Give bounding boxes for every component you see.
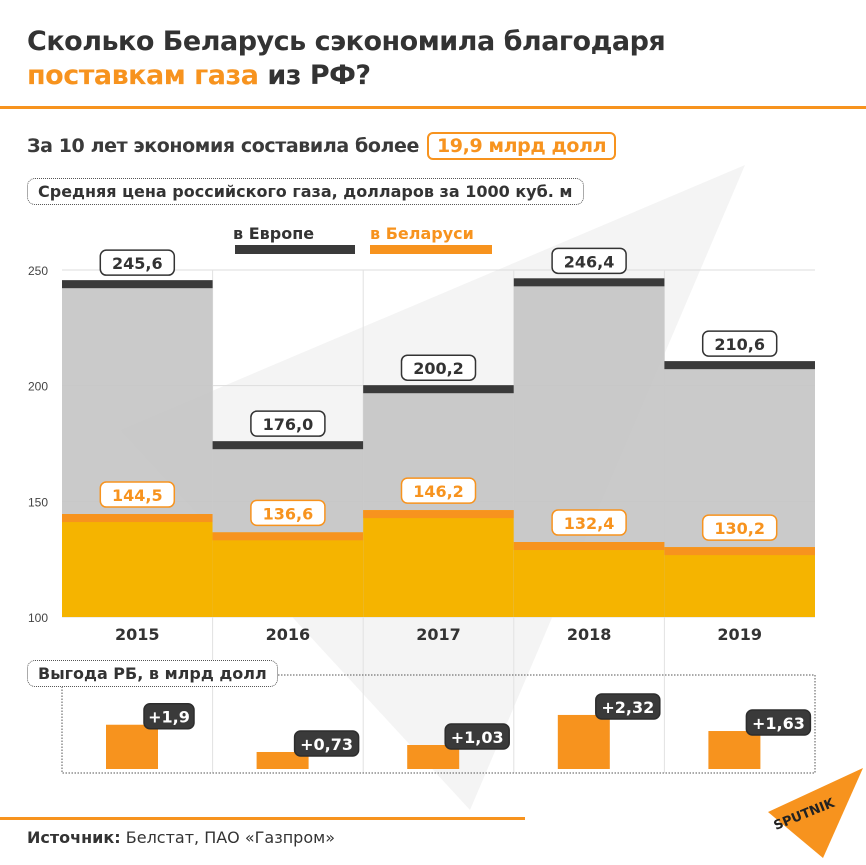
- y-tick-label: 100: [28, 611, 48, 625]
- europe-value-label: 176,0: [263, 415, 314, 434]
- belarus-bar-top: [62, 514, 213, 523]
- x-tick-label: 2015: [115, 625, 160, 644]
- benefit-value-label: +2,32: [601, 698, 654, 717]
- benefit-value-label: +1,03: [451, 728, 504, 747]
- europe-value-label-box: [250, 410, 326, 437]
- belarus-bar: [513, 542, 665, 617]
- subtitle-text: За 10 лет экономия составила более: [27, 135, 419, 157]
- benefit-value-label-box: [745, 709, 812, 736]
- belarus-value-label: 130,2: [714, 519, 765, 538]
- belarus-value-label: 132,4: [564, 514, 615, 533]
- benefit-value-label: +1,63: [752, 714, 805, 733]
- source-label: Источник:: [27, 828, 121, 847]
- benefit-value-label-box: [293, 730, 360, 757]
- benefit-bar: [708, 731, 761, 769]
- title-line1: Сколько Беларусь сэкономила благодаря: [27, 26, 666, 57]
- belarus-value-label-box: [99, 481, 176, 508]
- legend-europe-swatch: [235, 245, 355, 254]
- europe-value-label-box: [99, 249, 176, 276]
- benefit-value-label: +1,9: [148, 708, 190, 727]
- legend-belarus-label: в Беларуси: [370, 224, 474, 243]
- europe-value-label-box: [551, 247, 627, 275]
- belarus-bar: [212, 532, 364, 617]
- x-tick-label: 2019: [717, 625, 762, 644]
- belarus-bar-top: [212, 532, 364, 541]
- belarus-value-label: 146,2: [413, 482, 464, 501]
- belarus-bar-top: [513, 542, 665, 551]
- y-tick-label: 200: [28, 380, 48, 394]
- europe-bar-top: [62, 280, 213, 289]
- belarus-value-label-box: [701, 514, 778, 541]
- source-text: Белстат, ПАО «Газпром»: [120, 828, 335, 847]
- belarus-bar: [363, 510, 514, 617]
- y-tick-label: 250: [28, 264, 48, 278]
- sputnik-logo-icon: [768, 768, 863, 858]
- belarus-bar-top: [363, 510, 514, 519]
- price-chart-title: Средняя цена российского газа, долларов …: [27, 178, 584, 205]
- europe-bar-top: [212, 441, 364, 450]
- belarus-value-label-box: [250, 499, 326, 527]
- benefit-bar: [256, 751, 309, 769]
- belarus-value-label: 144,5: [112, 486, 163, 505]
- europe-value-label: 245,6: [112, 254, 163, 273]
- europe-value-label-box: [701, 330, 778, 357]
- benefit-bar: [106, 724, 158, 769]
- europe-value-label-box: [400, 354, 477, 381]
- footer-divider: [0, 817, 525, 820]
- belarus-value-label-box: [551, 509, 627, 536]
- benefit-value-label-box: [595, 693, 661, 720]
- belarus-value-label: 136,6: [263, 504, 314, 523]
- europe-bar-top: [363, 385, 514, 394]
- title-line2: поставкам газа из РФ?: [27, 60, 371, 91]
- benefit-bar: [407, 745, 460, 769]
- benefit-chart-frame: [61, 674, 816, 774]
- benefit-value-label-box: [444, 723, 510, 750]
- x-tick-label: 2017: [416, 625, 461, 644]
- savings-badge: 19,9 млрд долл: [426, 132, 617, 160]
- benefit-bar: [557, 714, 610, 769]
- legend-belarus-swatch: [370, 245, 492, 254]
- europe-value-label: 210,6: [714, 335, 765, 354]
- europe-value-label: 200,2: [413, 359, 464, 378]
- belarus-value-label-box: [400, 477, 477, 504]
- source: Источник: Белстат, ПАО «Газпром»: [27, 828, 335, 847]
- benefit-chart-title: Выгода РБ, в млрд долл: [27, 660, 278, 687]
- subtitle: За 10 лет экономия составила более 19,9 м…: [27, 132, 617, 160]
- europe-bar-top: [513, 278, 665, 287]
- benefit-value-label-box: [143, 702, 195, 730]
- europe-value-label: 246,4: [564, 252, 615, 271]
- x-tick-label: 2018: [567, 625, 612, 644]
- benefit-value-label: +0,73: [300, 735, 353, 754]
- belarus-bar: [62, 514, 213, 617]
- y-tick-label: 150: [28, 495, 48, 509]
- x-tick-label: 2016: [266, 625, 311, 644]
- title-rest: из РФ?: [258, 60, 371, 91]
- europe-bar-top: [664, 361, 815, 370]
- belarus-bar-top: [664, 547, 815, 556]
- legend-europe-label: в Европе: [233, 224, 314, 243]
- header-divider: [0, 106, 866, 109]
- belarus-bar: [664, 547, 815, 617]
- title-highlight: поставкам газа: [27, 60, 259, 91]
